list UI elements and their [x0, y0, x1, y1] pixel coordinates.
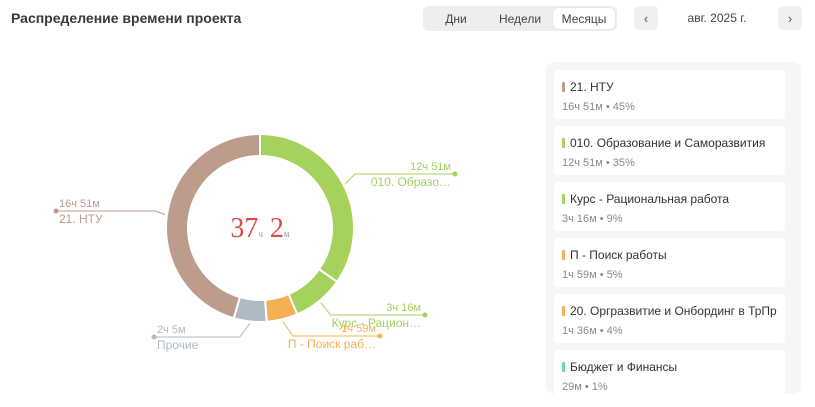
legend-panel: 21. НТУ 16ч 51м • 45% 010. Образование и С… [546, 62, 801, 394]
legend-item-stats: 1ч 36м • 4% [562, 325, 623, 337]
legend-color-marker [562, 82, 565, 92]
tab-days[interactable]: Дни [445, 11, 467, 26]
donut-slice[interactable] [165, 132, 261, 320]
legend-color-marker [562, 362, 565, 372]
leader-dot [422, 312, 428, 318]
donut-slice[interactable] [287, 267, 339, 316]
legend-color-marker [562, 194, 565, 204]
leader-dot [452, 171, 458, 177]
leader-dot [377, 333, 383, 339]
legend-item[interactable]: 010. Образование и Саморазвития 12ч 51м •… [554, 126, 785, 175]
legend-item[interactable]: Бюджет и Финансы 29м • 1% [554, 350, 785, 394]
leader-line [56, 210, 166, 215]
legend-item[interactable]: 21. НТУ 16ч 51м • 45% [554, 70, 785, 119]
legend-color-marker [562, 306, 565, 316]
slice-value-label: 12ч 51м [410, 161, 451, 173]
slice-value-label: 2ч 5м [157, 324, 186, 336]
legend-color-marker [562, 250, 565, 260]
donut-slice[interactable] [259, 132, 355, 284]
tab-weeks[interactable]: Недели [498, 11, 542, 26]
legend-item[interactable]: П - Поиск работы 1ч 59м • 5% [554, 238, 785, 287]
legend-item-stats: 12ч 51м • 35% [562, 157, 635, 169]
slice-name-label: Прочие [157, 338, 199, 352]
slice-value-label: 16ч 51м [59, 198, 100, 210]
legend-item-name: 010. Образование и Саморазвития [570, 136, 766, 150]
leader-line [320, 302, 425, 316]
leader-line [344, 173, 455, 184]
tab-months[interactable]: Месяцы [553, 8, 615, 29]
slice-name-label: 010. Образо… [371, 175, 451, 189]
legend-item[interactable]: Курс - Рациональная работа 3ч 16м • 9% [554, 182, 785, 231]
legend-item-stats: 29м • 1% [562, 381, 608, 393]
legend-item-stats: 1ч 59м • 5% [562, 269, 623, 281]
leader-dot [53, 208, 59, 214]
slice-value-label: 1ч 59м [341, 323, 376, 335]
legend-item-name: 20. Оргразвитие и Онбординг в ТрПр [570, 304, 777, 318]
legend-item-name: П - Поиск работы [570, 248, 667, 262]
donut-chart: 37ч 2м 12ч 51м 010. Образо… 3ч 16м Курс - Ра… [53, 132, 458, 352]
slice-name-label: 21. НТУ [59, 212, 103, 226]
legend-item-name: Бюджет и Финансы [570, 360, 678, 374]
period-label: авг. 2025 г. [687, 11, 747, 25]
legend-item-name: 21. НТУ [570, 80, 614, 94]
legend-item-stats: 16ч 51м • 45% [562, 101, 635, 113]
leader-line [282, 320, 380, 337]
legend-item-name: Курс - Рациональная работа [570, 192, 730, 206]
slice-value-label: 3ч 16м [386, 302, 421, 314]
legend-item-stats: 3ч 16м • 9% [562, 213, 623, 225]
legend-item[interactable]: 20. Оргразвитие и Онбординг в ТрПр 1ч 36м… [554, 294, 785, 343]
slice-name-label: П - Поиск раб… [288, 337, 376, 351]
leader-line [154, 323, 251, 338]
total-time-label: 37ч 2м [230, 213, 290, 244]
leader-dot [151, 334, 157, 340]
page-title: Распределение времени проекта [11, 10, 242, 26]
view-tabs: Дни Недели Месяцы [423, 6, 617, 31]
next-period-button[interactable]: › [778, 6, 802, 30]
legend-color-marker [562, 138, 565, 148]
slice-name-label: Курс - Рацион… [332, 316, 421, 330]
prev-period-button[interactable]: ‹ [634, 6, 658, 30]
chevron-left-icon: ‹ [643, 10, 649, 26]
chevron-right-icon: › [787, 10, 793, 26]
